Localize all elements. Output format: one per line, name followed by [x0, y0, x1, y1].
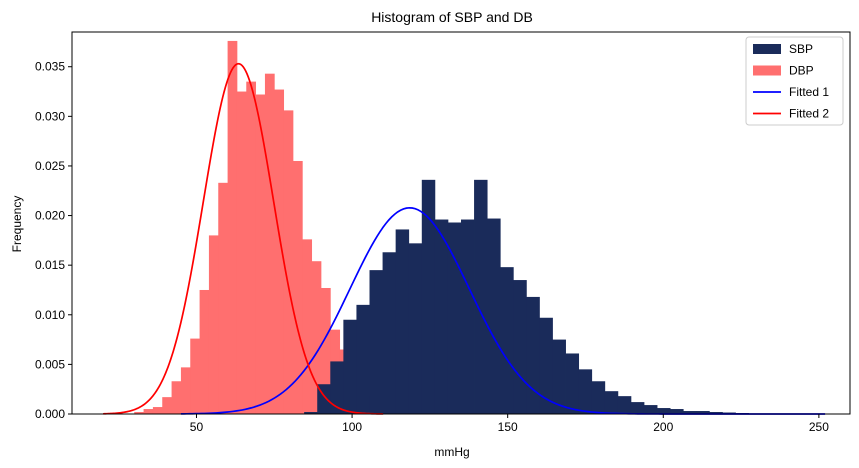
sbp-bar-30: [696, 411, 710, 414]
plot-area: [103, 40, 826, 415]
legend: SBP DBP Fitted 1 Fitted 2: [745, 36, 844, 126]
sbp-bar-21: [578, 369, 593, 414]
sbp-bar-12: [461, 219, 475, 414]
dbp-bar-3: [162, 397, 172, 414]
dbp-bar-9: [218, 182, 228, 414]
y-axis-ticks: 0.000 0.005 0.010 0.015 0.020 0.025 0.030 0.035: [35, 60, 72, 421]
sbp-bar-22: [591, 381, 606, 414]
sbp-bar-25: [630, 402, 645, 414]
y-tick-label-5: 0.025: [35, 159, 65, 173]
y-axis-label: Frequency: [10, 196, 24, 253]
sbp-bar-27: [657, 408, 671, 414]
legend-swatch-1: [753, 65, 781, 76]
dbp-bar-11: [236, 91, 247, 414]
sbp-bar-13: [474, 179, 488, 414]
x-axis-ticks: 50 100 150 200 250: [190, 414, 829, 434]
legend-label-1: DBP: [789, 64, 814, 78]
sbp-bar-14: [487, 218, 501, 414]
dbp-bar-16: [283, 110, 294, 415]
dbp-bar-0: [134, 412, 144, 414]
sbp-bar-15: [500, 267, 514, 414]
y-tick-label-3: 0.015: [35, 258, 65, 272]
dbp-bar-12: [246, 81, 257, 415]
dbp-bar-7: [199, 289, 210, 414]
fitted-2-line: [103, 62, 384, 415]
x-tick-label-100: 100: [342, 420, 362, 434]
sbp-bars: [304, 179, 749, 414]
legend-swatch-0: [753, 44, 781, 54]
sbp-bar-6: [382, 252, 397, 414]
dbp-bar-13: [255, 94, 266, 414]
chart-title: Histogram of SBP and DB: [371, 9, 533, 25]
sbp-bar-16: [513, 280, 527, 414]
dbp-bar-19: [311, 261, 322, 414]
dbp-bar-8: [208, 235, 219, 414]
legend-label-0: SBP: [789, 42, 813, 56]
x-tick-label-200: 200: [653, 420, 673, 434]
y-tick-label-0: 0.000: [35, 407, 65, 421]
dbp-bar-18: [302, 239, 313, 414]
sbp-bar-17: [526, 296, 540, 414]
sbp-bar-5: [369, 270, 383, 414]
dbp-bar-2: [152, 407, 163, 414]
sbp-bar-20: [565, 353, 580, 414]
x-tick-label-250: 250: [809, 420, 829, 434]
y-tick-label-6: 0.030: [35, 109, 65, 123]
sbp-bar-11: [447, 222, 462, 414]
legend-label-3: Fitted 2: [789, 107, 829, 121]
dbp-bar-10: [227, 40, 238, 414]
sbp-bar-7: [395, 229, 410, 414]
sbp-bar-29: [683, 411, 697, 414]
x-tick-label-50: 50: [190, 420, 204, 434]
axes-frame: [71, 31, 851, 415]
sbp-bar-4: [356, 304, 370, 414]
sbp-bar-2: [330, 361, 344, 414]
sbp-bar-28: [670, 409, 684, 414]
dbp-bar-14: [264, 73, 275, 414]
sbp-bar-24: [617, 396, 632, 414]
sbp-bar-23: [604, 391, 619, 414]
y-tick-label-2: 0.010: [35, 308, 65, 322]
dbp-bar-17: [292, 160, 303, 414]
y-tick-label-4: 0.020: [35, 209, 65, 223]
dbp-bar-5: [180, 367, 191, 414]
sbp-bar-0: [304, 412, 318, 414]
legend-label-2: Fitted 1: [789, 85, 829, 99]
sbp-bar-8: [408, 243, 423, 414]
sbp-bar-31: [709, 412, 723, 414]
sbp-bar-19: [552, 339, 566, 414]
sbp-bar-9: [421, 179, 436, 414]
y-tick-label-7: 0.035: [35, 60, 65, 74]
legend-box: [745, 36, 844, 126]
dbp-bar-6: [190, 338, 200, 414]
sbp-bar-26: [643, 405, 658, 414]
x-axis-label: mmHg: [434, 445, 469, 459]
sbp-bar-10: [434, 219, 449, 414]
sbp-bar-18: [539, 317, 553, 414]
dbp-bar-20: [320, 287, 331, 414]
dbp-bar-15: [274, 89, 285, 415]
x-tick-label-150: 150: [498, 420, 518, 434]
dbp-bar-1: [143, 409, 154, 414]
dbp-bar-4: [171, 381, 182, 414]
sbp-bar-3: [343, 319, 357, 414]
y-tick-label-1: 0.005: [35, 357, 65, 371]
